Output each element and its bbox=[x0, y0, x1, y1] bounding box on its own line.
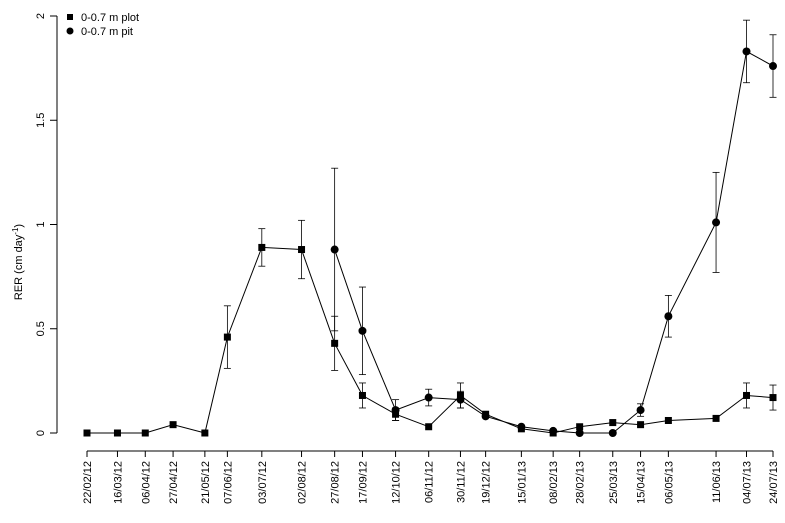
data-point-circle bbox=[549, 426, 558, 435]
x-tick-label: 03/07/12 bbox=[257, 461, 269, 504]
x-tick-label: 30/11/12 bbox=[455, 461, 467, 503]
data-point-square bbox=[769, 394, 777, 402]
x-tick-label: 07/06/12 bbox=[222, 461, 234, 504]
x-tick-label: 15/01/13 bbox=[516, 461, 528, 504]
x-tick-label: 19/12/12 bbox=[481, 461, 493, 504]
series-line-2 bbox=[334, 50, 774, 434]
data-point-circle bbox=[481, 412, 490, 421]
data-point-square bbox=[258, 243, 266, 251]
data-point-square bbox=[576, 423, 584, 431]
x-tick-label: 21/05/12 bbox=[200, 461, 212, 504]
x-tick-label: 22/02/12 bbox=[82, 461, 94, 504]
data-point-circle bbox=[608, 429, 617, 437]
data-point-square bbox=[298, 246, 306, 254]
data-point-circle bbox=[330, 245, 339, 254]
series-marks bbox=[83, 47, 777, 437]
x-tick-label: 02/08/12 bbox=[297, 461, 309, 504]
data-point-circle bbox=[424, 393, 433, 402]
y-tick-label: 0.5 bbox=[35, 321, 47, 336]
legend-label: 0-0.7 m plot bbox=[81, 12, 139, 24]
x-tick-label: 04/07/13 bbox=[742, 461, 754, 504]
data-point-circle bbox=[769, 62, 777, 71]
series-lines bbox=[87, 19, 777, 434]
x-tick-label: 11/06/13 bbox=[711, 461, 723, 503]
data-point-square bbox=[637, 421, 645, 429]
x-tick-label: 08/02/13 bbox=[548, 461, 560, 504]
x-tick-label: 06/05/13 bbox=[663, 461, 675, 504]
data-point-square bbox=[712, 414, 720, 422]
data-point-square bbox=[743, 391, 751, 399]
x-tick-label: 06/04/12 bbox=[140, 461, 152, 504]
y-tick-label: 1.5 bbox=[35, 113, 47, 128]
series-line-1 bbox=[87, 246, 774, 434]
data-point-circle bbox=[391, 406, 400, 415]
data-point-circle bbox=[358, 326, 367, 335]
x-tick-label: 16/03/12 bbox=[112, 461, 124, 504]
data-point-square bbox=[425, 423, 433, 431]
legend: 0-0.7 m plot 0-0.7 m pit bbox=[66, 12, 139, 38]
data-point-square bbox=[201, 429, 209, 437]
data-point-circle bbox=[575, 429, 584, 437]
x-tick-label: 25/03/13 bbox=[608, 461, 620, 504]
y-tick-label: 1 bbox=[35, 221, 47, 227]
y-tick-label: 2 bbox=[35, 13, 47, 19]
y-tick-label: 0 bbox=[35, 430, 47, 436]
data-point-circle bbox=[517, 422, 526, 431]
data-point-square bbox=[456, 391, 464, 399]
x-tick-label: 27/04/12 bbox=[168, 461, 180, 504]
x-tick-label: 15/04/13 bbox=[636, 461, 648, 504]
legend-marker-square bbox=[67, 14, 73, 20]
data-point-square bbox=[169, 421, 177, 429]
data-point-square bbox=[664, 416, 672, 424]
y-axis-label: RER (cm day-1) bbox=[11, 224, 26, 300]
x-tick-label: 24/07/13 bbox=[768, 461, 780, 504]
data-point-circle bbox=[742, 47, 751, 56]
data-point-square bbox=[141, 429, 149, 437]
data-point-square bbox=[223, 333, 231, 341]
x-tick-label: 17/09/12 bbox=[357, 461, 369, 504]
x-tick-label: 06/11/12 bbox=[424, 461, 436, 503]
data-point-circle bbox=[636, 406, 645, 415]
data-point-square bbox=[113, 429, 121, 437]
data-point-circle bbox=[712, 218, 721, 227]
data-point-square bbox=[392, 410, 400, 418]
data-point-square bbox=[83, 429, 91, 437]
legend-marker-circle bbox=[66, 27, 74, 35]
data-point-circle bbox=[456, 395, 465, 404]
x-tick-label: 12/10/12 bbox=[391, 461, 403, 504]
x-tick-label: 28/02/13 bbox=[575, 461, 587, 504]
x-tick-label: 27/08/12 bbox=[330, 461, 342, 504]
axes: 0 0.5 1 1.5 2 22/02/12 16/03/12 06/04/12 27/04/1… bbox=[35, 13, 780, 504]
data-point-circle bbox=[664, 312, 673, 321]
legend-label: 0-0.7 m pit bbox=[81, 26, 133, 38]
data-point-square bbox=[358, 391, 366, 399]
y-axis-label-superscript: -1 bbox=[11, 227, 20, 235]
data-point-square bbox=[609, 419, 617, 427]
data-point-square bbox=[331, 339, 339, 347]
